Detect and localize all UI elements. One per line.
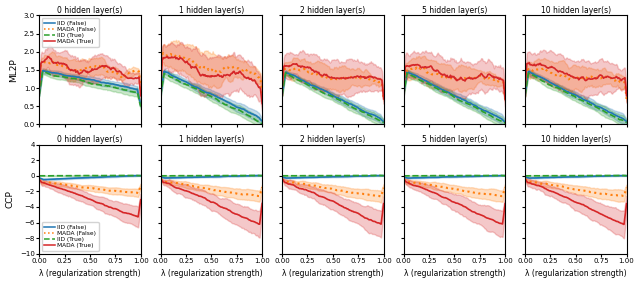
Title: 0 hidden layer(s): 0 hidden layer(s) — [57, 135, 123, 144]
Title: 2 hidden layer(s): 2 hidden layer(s) — [300, 135, 365, 144]
Title: 5 hidden layer(s): 5 hidden layer(s) — [422, 135, 487, 144]
Legend: IID (False), MADA (False), IID (True), MADA (True): IID (False), MADA (False), IID (True), M… — [42, 222, 99, 251]
Title: 10 hidden layer(s): 10 hidden layer(s) — [541, 6, 611, 14]
Title: 1 hidden layer(s): 1 hidden layer(s) — [179, 135, 244, 144]
Y-axis label: CCP: CCP — [6, 190, 15, 208]
Title: 5 hidden layer(s): 5 hidden layer(s) — [422, 6, 487, 14]
Legend: IID (False), MADA (False), IID (True), MADA (True): IID (False), MADA (False), IID (True), M… — [42, 18, 99, 47]
Title: 0 hidden layer(s): 0 hidden layer(s) — [57, 6, 123, 14]
Title: 1 hidden layer(s): 1 hidden layer(s) — [179, 6, 244, 14]
Title: 10 hidden layer(s): 10 hidden layer(s) — [541, 135, 611, 144]
Title: 2 hidden layer(s): 2 hidden layer(s) — [300, 6, 365, 14]
Y-axis label: ML2P: ML2P — [9, 58, 18, 82]
X-axis label: λ (regularization strength): λ (regularization strength) — [161, 270, 262, 278]
X-axis label: λ (regularization strength): λ (regularization strength) — [282, 270, 383, 278]
X-axis label: λ (regularization strength): λ (regularization strength) — [39, 270, 141, 278]
X-axis label: λ (regularization strength): λ (regularization strength) — [525, 270, 627, 278]
X-axis label: λ (regularization strength): λ (regularization strength) — [403, 270, 505, 278]
